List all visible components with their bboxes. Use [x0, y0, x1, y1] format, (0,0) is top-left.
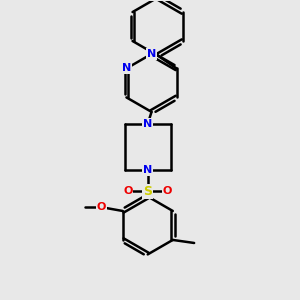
- Text: O: O: [163, 186, 172, 196]
- Text: S: S: [143, 185, 152, 198]
- Text: N: N: [147, 49, 156, 59]
- Text: N: N: [143, 119, 152, 129]
- Text: O: O: [97, 202, 106, 212]
- Text: N: N: [143, 165, 152, 175]
- Text: O: O: [123, 186, 133, 196]
- Text: N: N: [122, 64, 131, 74]
